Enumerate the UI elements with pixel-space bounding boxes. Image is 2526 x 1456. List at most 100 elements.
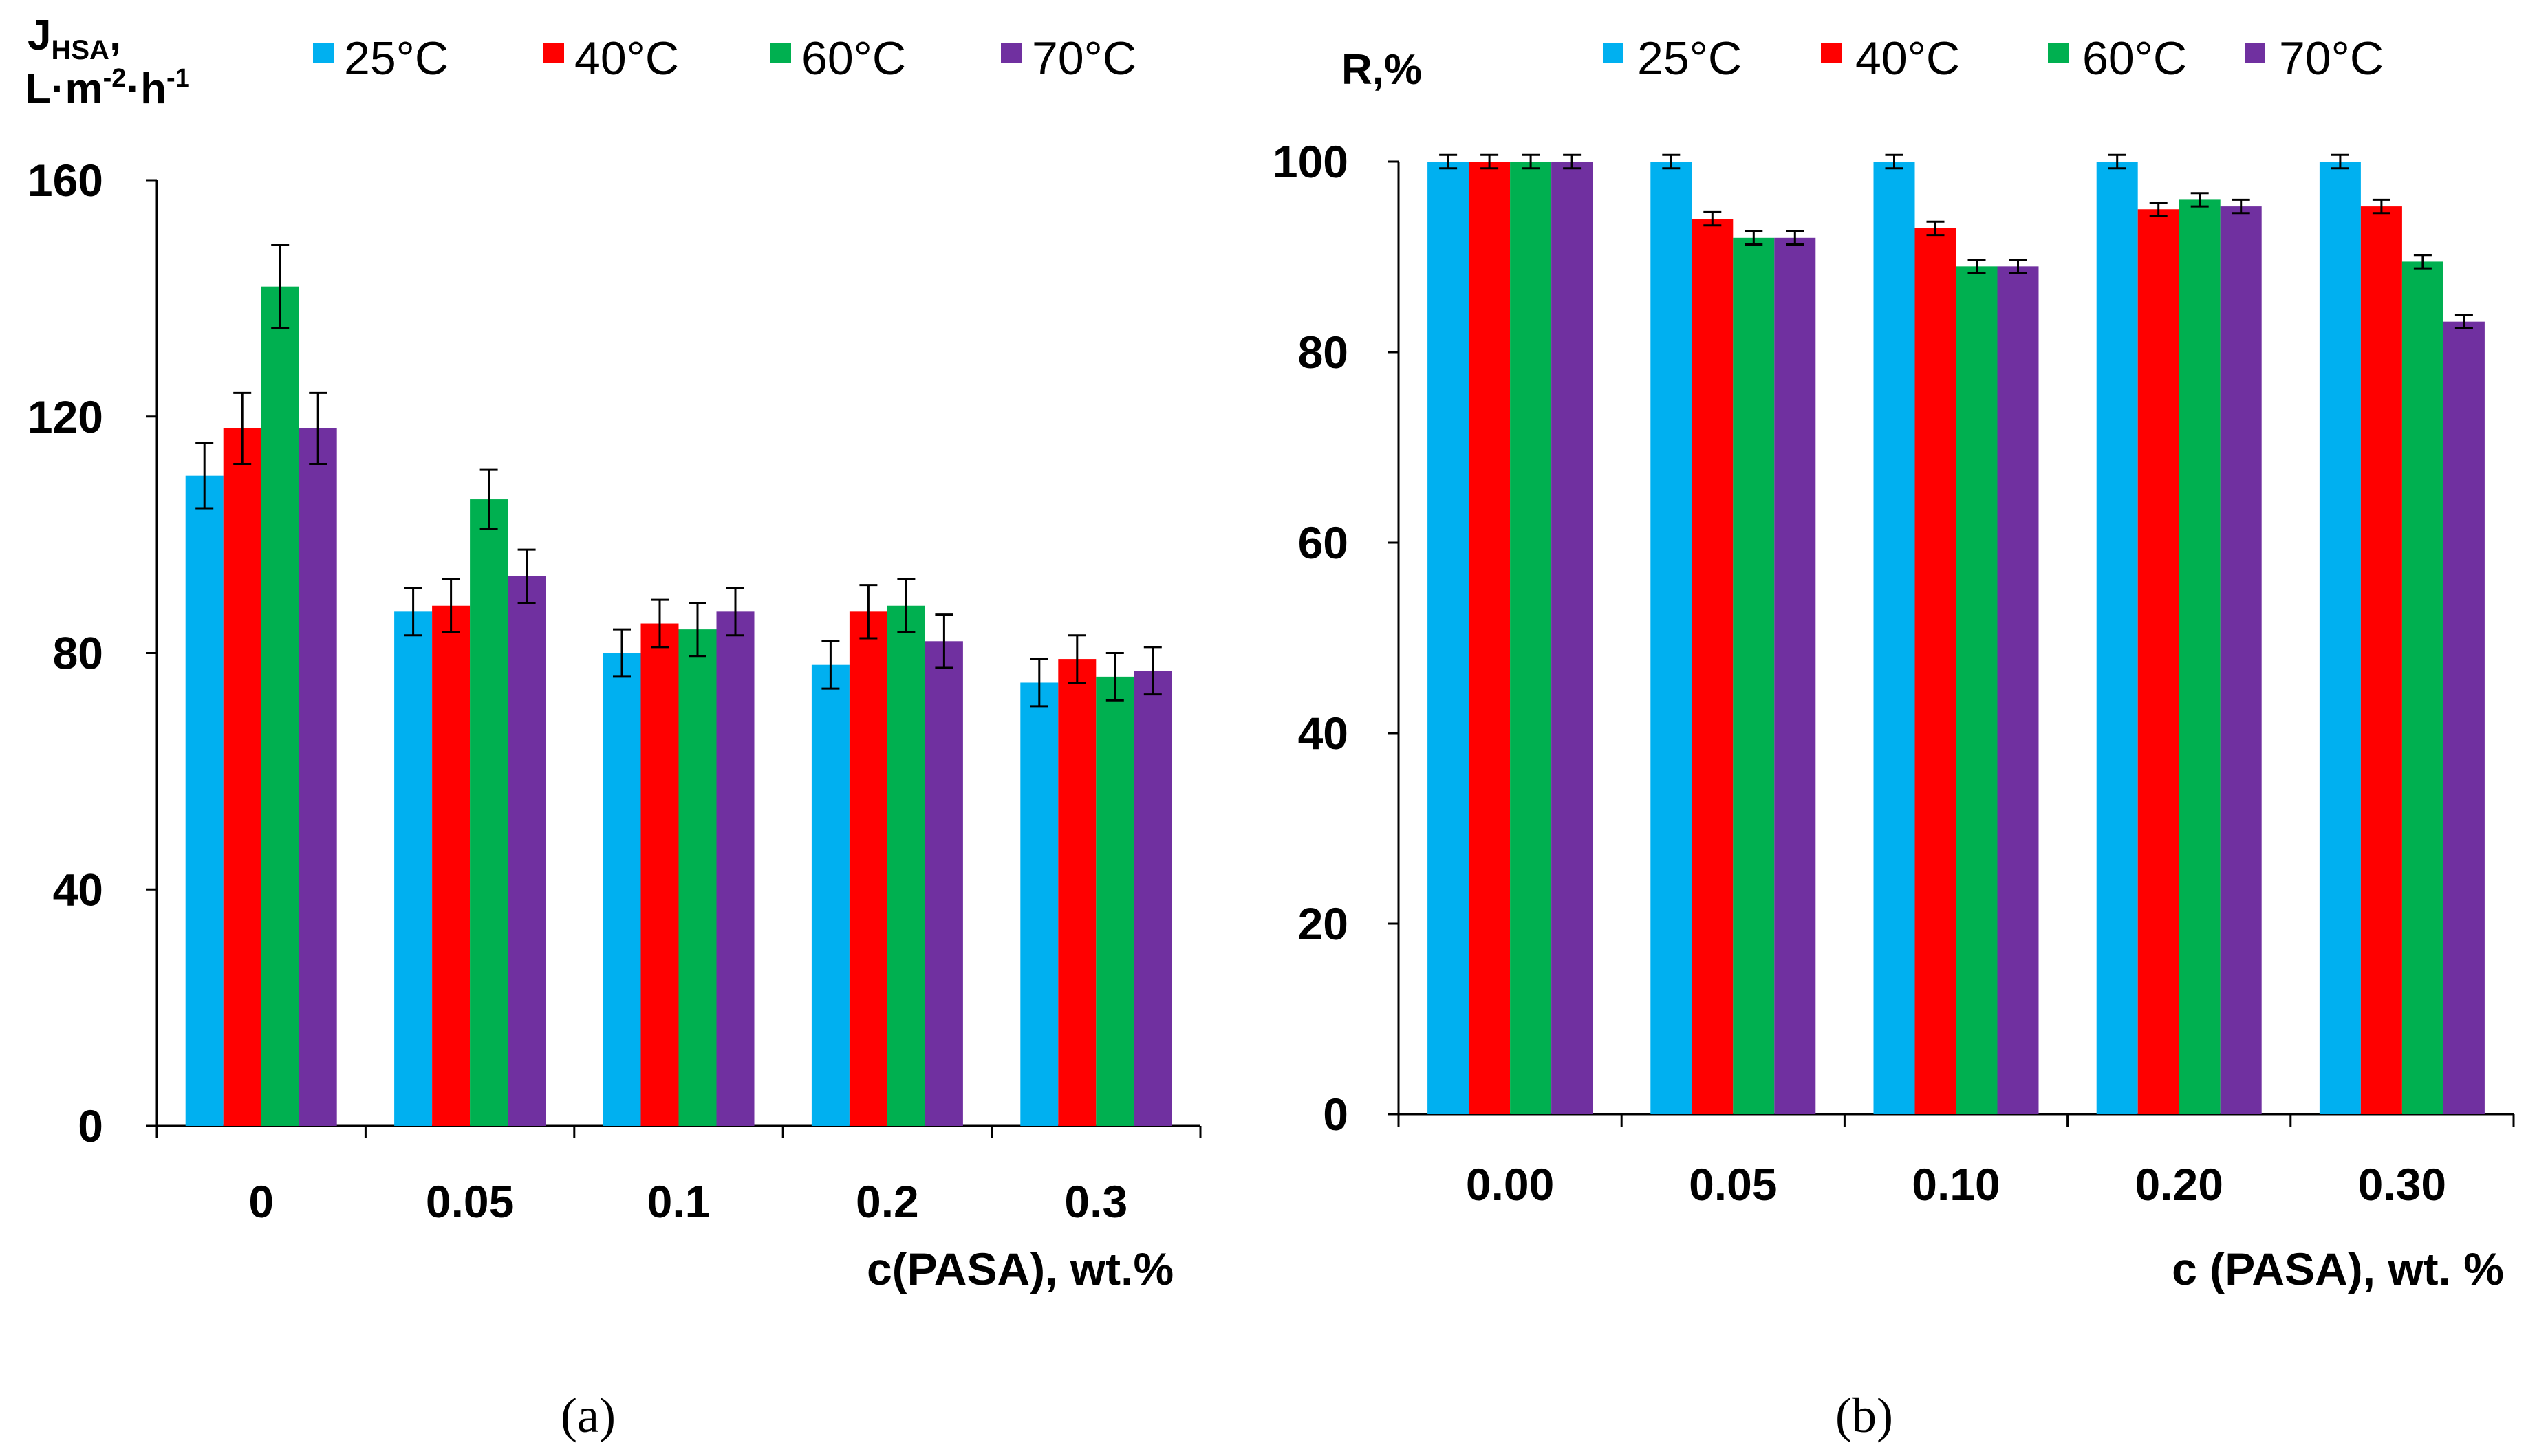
panel-a-y-tick-label: 40 — [53, 864, 103, 915]
panel-b-x-tick-label: 0.20 — [2135, 1159, 2223, 1210]
panel-b-x-ticks: 0.00 0.05 0.10 0.20 0.30 — [1397, 1114, 2515, 1210]
panel-b-x-tick-label: 0.10 — [1912, 1159, 2000, 1210]
panel-a-x-ticks: 0 0.05 0.1 0.2 0.3 — [155, 1126, 1202, 1227]
panel-a-legend: 25°C 40°C 60°C 70°C — [313, 32, 1136, 85]
panel-b-y-ticks: 0 20 40 60 80 100 — [1273, 136, 1399, 1140]
bar-b-70c-0 — [1551, 162, 1593, 1114]
bar-b-25c-3 — [2096, 162, 2138, 1114]
bar-b-25c-1 — [1650, 162, 1692, 1114]
panel-b-error-bars — [1439, 153, 2473, 329]
bar-a-25c-3 — [811, 664, 850, 1126]
panel-b-y-tick-label: 40 — [1298, 708, 1348, 759]
panel-a-ylabel-sub: HSA — [51, 35, 109, 65]
bar-a-70c-0 — [299, 428, 337, 1126]
bar-b-40c-2 — [1914, 228, 1956, 1115]
panel-a-x-tick-label: 0.3 — [1064, 1176, 1127, 1227]
bar-b-60c-1 — [1733, 237, 1775, 1114]
panel-b-xlabel: c (PASA), wt. % — [2172, 1243, 2504, 1294]
bar-b-60c-0 — [1510, 162, 1552, 1114]
bar-b-40c-4 — [2360, 206, 2402, 1115]
bar-a-40c-0 — [223, 428, 261, 1126]
legend-label: 40°C — [1855, 32, 1960, 85]
bar-a-25c-0 — [185, 475, 224, 1126]
panel-a-y-tick-label: 160 — [28, 155, 103, 206]
bar-b-70c-1 — [1774, 237, 1816, 1114]
legend-swatch — [770, 43, 791, 63]
bar-a-60c-0 — [261, 286, 299, 1126]
panel-a-ylabel: JHSA, — [28, 12, 121, 65]
bar-b-60c-2 — [1956, 266, 1998, 1115]
bar-b-70c-4 — [2443, 321, 2485, 1115]
legend-swatch — [1603, 43, 1623, 63]
bar-b-40c-3 — [2137, 209, 2179, 1114]
panel-a-y-tick-label: 120 — [28, 391, 103, 442]
panel-a-ylabel-mid: ·h — [126, 65, 166, 113]
bar-a-60c-3 — [887, 605, 925, 1126]
bar-a-60c-2 — [678, 629, 717, 1126]
panel-b-x-tick-label: 0.00 — [1466, 1159, 1554, 1210]
bar-a-60c-4 — [1096, 676, 1134, 1126]
panel-a-y-tick-label: 0 — [78, 1100, 103, 1151]
legend-label: 25°C — [344, 32, 449, 85]
bar-a-70c-1 — [508, 576, 546, 1126]
panel-a-ylabel-units: L·m-2·h-1 — [25, 64, 190, 113]
panel-a-x-tick-label: 0.05 — [426, 1176, 514, 1227]
bar-b-60c-4 — [2401, 261, 2443, 1114]
bar-a-25c-2 — [603, 653, 641, 1126]
bar-b-25c-2 — [1873, 162, 1915, 1114]
legend-swatch — [1001, 43, 1022, 63]
legend-label: 60°C — [801, 32, 906, 85]
bar-b-25c-0 — [1427, 162, 1469, 1114]
bar-a-40c-4 — [1058, 659, 1097, 1126]
panel-a-caption: (a) — [561, 1388, 616, 1443]
panel-a-ylabel-exp1: -2 — [103, 64, 127, 93]
panel-a-y-tick-label: 80 — [53, 628, 103, 679]
panel-b-y-tick-label: 0 — [1323, 1089, 1348, 1140]
panel-a-x-tick-label: 0 — [248, 1176, 274, 1227]
panel-b-y-tick-label: 80 — [1298, 327, 1348, 378]
panel-a-y-ticks: 0 40 80 120 160 — [28, 155, 157, 1151]
panel-a-error-bars — [195, 244, 1162, 708]
bar-a-70c-2 — [716, 611, 755, 1126]
bar-a-40c-1 — [432, 605, 471, 1126]
legend-swatch — [2048, 43, 2069, 63]
panel-a-x-tick-label: 0.1 — [647, 1176, 711, 1227]
legend-swatch — [1821, 43, 1842, 63]
panel-b-y-tick-label: 20 — [1298, 898, 1348, 949]
panel-a-bars — [185, 286, 1172, 1126]
bar-b-40c-0 — [1469, 162, 1511, 1114]
legend-label: 40°C — [574, 32, 679, 85]
panel-a-xlabel: c(PASA), wt.% — [867, 1243, 1174, 1294]
panel-b-y-tick-label: 60 — [1298, 517, 1348, 568]
legend-swatch — [543, 43, 564, 63]
bar-a-70c-4 — [1134, 671, 1172, 1126]
bar-a-60c-1 — [470, 499, 508, 1126]
bar-b-70c-2 — [1997, 266, 2039, 1115]
bar-b-60c-3 — [2179, 199, 2221, 1114]
panel-b-legend: 25°C 40°C 60°C 70°C — [1603, 32, 2384, 85]
panel-b-x-tick-label: 0.30 — [2358, 1159, 2446, 1210]
legend-label: 60°C — [2082, 32, 2187, 85]
panel-b-caption: (b) — [1835, 1388, 1893, 1443]
panel-a-ylabel-exp2: -1 — [166, 64, 190, 93]
panel-b-bars — [1427, 162, 2485, 1115]
bar-b-40c-1 — [1692, 219, 1734, 1115]
panel-a-ylabel-comma: , — [109, 12, 121, 59]
legend-label: 70°C — [1032, 32, 1136, 85]
legend-label: 25°C — [1637, 32, 1742, 85]
bar-a-40c-2 — [640, 623, 679, 1126]
panel-a-x-tick-label: 0.2 — [856, 1176, 919, 1227]
panel-a-ylabel-units-base: L·m — [25, 65, 103, 113]
bar-b-70c-3 — [2220, 206, 2262, 1115]
legend-swatch — [313, 43, 334, 63]
bar-a-40c-3 — [849, 611, 887, 1126]
bar-a-25c-1 — [394, 611, 433, 1126]
panel-a-ylabel-main: J — [28, 12, 51, 59]
panel-b-x-tick-label: 0.05 — [1689, 1159, 1777, 1210]
chart-panel-a: JHSA, L·m-2·h-1 25°C 40°C 60°C 70°C 0 40 80 12… — [25, 12, 1202, 1443]
panel-b-y-tick-label: 100 — [1273, 136, 1348, 187]
legend-swatch — [2245, 43, 2265, 63]
bar-b-25c-4 — [2319, 162, 2361, 1114]
